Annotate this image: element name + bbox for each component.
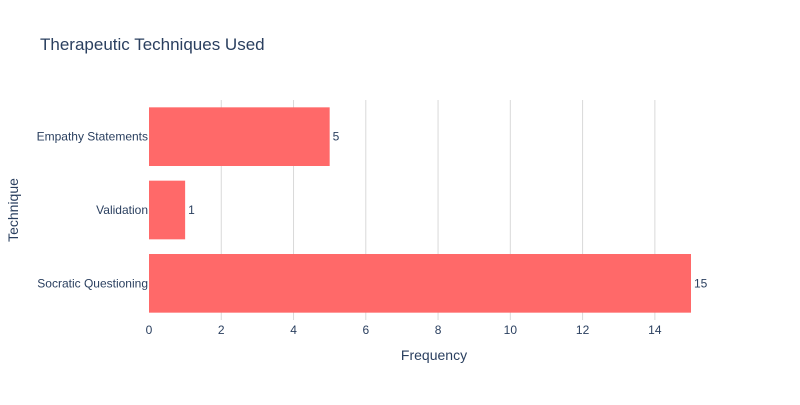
bar xyxy=(149,254,691,313)
x-tick-label: 10 xyxy=(504,323,518,337)
x-tick-label: 12 xyxy=(576,323,590,337)
data-label: 15 xyxy=(694,276,708,290)
bar xyxy=(149,180,186,240)
x-tick-label: 0 xyxy=(146,323,153,337)
y-tick-labels: Empathy Statements Validation Socratic Que… xyxy=(37,130,148,291)
x-tick-label: 4 xyxy=(290,323,297,337)
chart-title: Therapeutic Techniques Used xyxy=(40,35,265,54)
data-labels: 5 1 15 xyxy=(188,130,708,291)
x-tick-label: 6 xyxy=(362,323,369,337)
x-tick-label: 2 xyxy=(218,323,225,337)
y-tick-label: Socratic Questioning xyxy=(37,276,148,290)
data-label: 1 xyxy=(188,203,195,217)
bars xyxy=(149,107,691,313)
x-tick-labels: 0 2 4 6 8 10 12 14 xyxy=(146,323,662,337)
data-label: 5 xyxy=(333,130,340,144)
x-tick-label: 14 xyxy=(648,323,662,337)
x-axis-title: Frequency xyxy=(401,347,467,363)
y-tick-label: Validation xyxy=(96,203,148,217)
x-tick-label: 8 xyxy=(435,323,442,337)
y-tick-label: Empathy Statements xyxy=(37,130,148,144)
bar xyxy=(149,107,330,166)
y-axis-title: Technique xyxy=(5,178,21,242)
